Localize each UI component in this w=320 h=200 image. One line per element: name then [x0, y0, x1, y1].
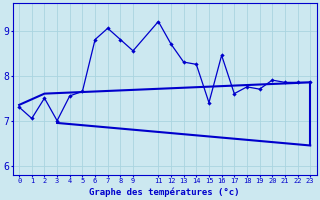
- X-axis label: Graphe des températures (°c): Graphe des températures (°c): [89, 187, 240, 197]
